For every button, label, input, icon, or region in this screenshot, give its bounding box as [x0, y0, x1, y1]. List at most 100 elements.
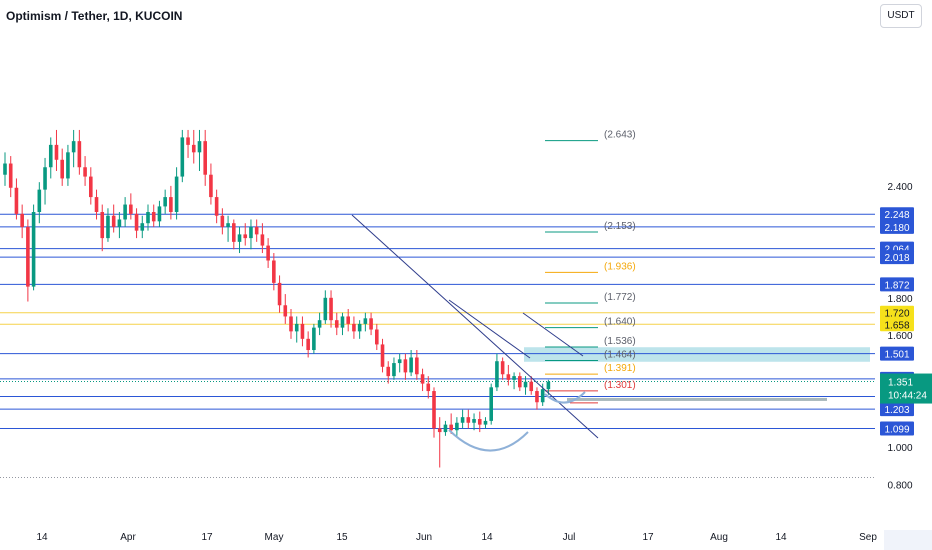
candle [37, 182, 42, 224]
candle [363, 312, 368, 332]
candle [512, 372, 516, 390]
candle [77, 129, 82, 175]
svg-text:2.064: 2.064 [884, 245, 909, 256]
candle [294, 316, 299, 343]
candle [117, 212, 122, 239]
channel-trendline[interactable] [448, 299, 531, 359]
candle [289, 308, 293, 339]
candle [409, 350, 413, 377]
candle [466, 409, 471, 429]
fib-level-label: (2.643) [604, 130, 636, 141]
candle [220, 208, 225, 235]
chart-title: Optimism / Tether, 1D, KUCOIN [6, 9, 183, 23]
price-level-badge: 2.248 [880, 207, 914, 222]
candle [60, 148, 64, 186]
logo-placeholder [884, 530, 932, 550]
candle [180, 129, 185, 183]
resistance-zone[interactable] [524, 347, 870, 362]
candle [300, 316, 305, 347]
candle [260, 223, 265, 254]
candle [500, 357, 505, 380]
candle [369, 312, 373, 336]
candle [426, 376, 431, 399]
y-tick-label: 1.000 [887, 443, 912, 454]
candle [169, 185, 173, 220]
price-level-badge: 1.501 [880, 346, 914, 361]
x-tick-label: 14 [775, 532, 787, 543]
candle [529, 376, 534, 395]
fib-level-label: (1.772) [604, 292, 636, 303]
svg-text:1.099: 1.099 [884, 425, 909, 436]
candle [232, 219, 236, 250]
candle [403, 353, 408, 380]
fib-level-label: (1.464) [604, 349, 636, 360]
x-tick-label: 17 [642, 532, 654, 543]
svg-text:1.351: 1.351 [888, 378, 913, 389]
candle [518, 372, 522, 392]
candle [20, 204, 24, 239]
candle [535, 387, 539, 410]
y-tick-label: 2.400 [887, 182, 912, 193]
candle [71, 129, 76, 168]
candle [455, 417, 459, 436]
svg-text:1.658: 1.658 [884, 320, 909, 331]
candle [495, 353, 499, 392]
trendline-drawings[interactable] [351, 214, 599, 452]
candle [48, 137, 53, 179]
candle [477, 411, 482, 433]
candle [397, 353, 402, 373]
candle [106, 208, 110, 242]
candle [14, 178, 19, 220]
price-level-badge: 1.099 [880, 421, 914, 436]
candle [392, 357, 396, 380]
candle [3, 152, 7, 186]
price-level-badge: 1.203 [880, 402, 914, 417]
candle [483, 417, 488, 429]
candle [312, 323, 316, 354]
support-zone[interactable] [567, 397, 827, 401]
svg-text:2.018: 2.018 [884, 253, 909, 264]
candle [151, 204, 156, 227]
candle [243, 223, 248, 246]
candle [134, 208, 139, 239]
candle [489, 383, 493, 425]
candle [472, 413, 476, 431]
candle [254, 219, 259, 242]
candle [157, 200, 162, 227]
x-tick-label: 17 [201, 532, 213, 543]
short-trendline[interactable] [522, 312, 584, 357]
candle [375, 323, 379, 351]
x-tick-label: Aug [710, 532, 728, 543]
candle [432, 387, 436, 438]
candle [443, 420, 448, 436]
candle [506, 364, 511, 386]
candle [214, 189, 219, 224]
candle [352, 316, 356, 339]
x-tick-label: Jul [563, 532, 576, 543]
candle [340, 312, 345, 336]
svg-text:1.720: 1.720 [884, 309, 909, 320]
x-tick-label: Sep [859, 532, 877, 543]
x-tick-label: 14 [36, 532, 48, 543]
price-level-badge: 2.180 [880, 219, 914, 234]
candle [8, 156, 13, 198]
candle [546, 379, 551, 395]
yellow-level-badge: 1.658 [880, 317, 914, 332]
fib-level-label: (1.391) [604, 363, 636, 374]
candle [386, 361, 391, 384]
candle [66, 144, 70, 186]
x-tick-label: 14 [481, 532, 493, 543]
candle [140, 215, 145, 239]
y-tick-label: 1.800 [887, 294, 912, 305]
price-level-badge: 1.872 [880, 277, 914, 292]
candle [317, 312, 322, 336]
candle [277, 275, 282, 313]
candle [26, 219, 30, 302]
last-price-badge: 1.351 10:44:24 [880, 373, 932, 404]
svg-text:1.872: 1.872 [884, 280, 909, 291]
rounded-bottom-arc[interactable] [448, 429, 529, 452]
small-bottom-arc[interactable] [544, 391, 586, 404]
candle [226, 215, 230, 242]
currency-button[interactable]: USDT [880, 4, 922, 28]
